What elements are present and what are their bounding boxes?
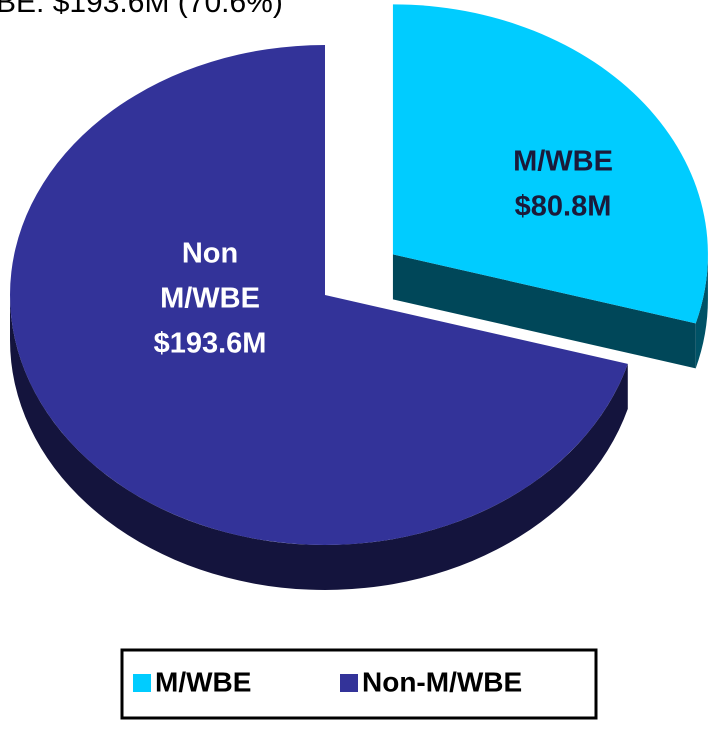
- legend-swatch: [133, 674, 151, 692]
- data-label: $193.6M: [154, 328, 267, 360]
- slice-side: [10, 295, 628, 590]
- legend-label: Non-M/WBE: [362, 666, 522, 697]
- slice-label: M/WBE: [160, 283, 260, 315]
- slice-label: M/WBE: [513, 146, 613, 178]
- legend-box: [120, 648, 598, 720]
- slice-side: [695, 254, 708, 369]
- legend-label: M/WBE: [155, 666, 251, 697]
- data-label: $80.8M: [515, 191, 612, 223]
- chart-title: BE: $193.6M (70.6%): [0, 0, 283, 19]
- slice-label: Non: [182, 238, 238, 270]
- slice-face: [392, 254, 696, 369]
- legend-swatch: [340, 674, 358, 692]
- slice: [10, 45, 628, 546]
- slice: [392, 4, 708, 324]
